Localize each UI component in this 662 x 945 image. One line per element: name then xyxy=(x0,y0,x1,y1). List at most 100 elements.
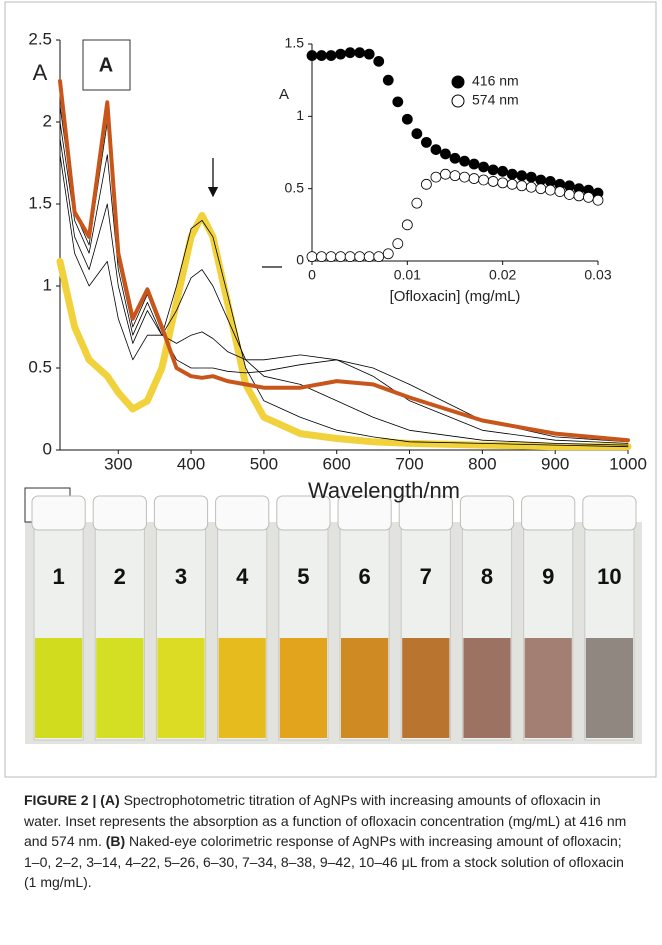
x-tick-label: 1000 xyxy=(609,454,647,473)
inset-background xyxy=(282,32,608,304)
point xyxy=(431,145,441,155)
point xyxy=(364,49,374,59)
vial-cap xyxy=(93,496,146,530)
vial-liquid xyxy=(525,638,572,738)
vial-liquid xyxy=(219,638,266,738)
vial-cap xyxy=(216,496,269,530)
point xyxy=(345,48,355,58)
y-axis-label: A xyxy=(279,86,289,103)
point xyxy=(355,48,365,58)
point xyxy=(450,153,460,163)
y-tick-label: 0 xyxy=(43,439,52,458)
legend-marker xyxy=(452,95,464,107)
vial-label: 7 xyxy=(420,564,432,589)
y-axis-label: A xyxy=(33,60,48,85)
y-tick-label: 2.5 xyxy=(28,29,52,48)
vial-liquid xyxy=(96,638,143,738)
x-tick-label: 300 xyxy=(104,454,132,473)
point xyxy=(564,189,574,199)
point xyxy=(488,165,498,175)
point xyxy=(355,252,365,262)
point xyxy=(555,187,565,197)
point xyxy=(412,198,422,208)
point xyxy=(507,179,517,189)
point xyxy=(526,182,536,192)
vial-liquid xyxy=(586,638,633,738)
vial-cap xyxy=(460,496,513,530)
point xyxy=(498,166,508,176)
point xyxy=(593,195,603,205)
point xyxy=(583,192,593,202)
point xyxy=(393,97,403,107)
y-tick-label: 0.5 xyxy=(28,357,52,376)
point xyxy=(336,49,346,59)
point xyxy=(507,169,517,179)
point xyxy=(412,129,422,139)
vial-label: 5 xyxy=(297,564,309,589)
y-tick-label: 1.5 xyxy=(28,193,52,212)
vial-cap xyxy=(32,496,85,530)
x-tick-label: 400 xyxy=(177,454,205,473)
legend-label: 574 nm xyxy=(472,92,519,108)
point xyxy=(469,174,479,184)
point xyxy=(364,252,374,262)
point xyxy=(374,252,384,262)
vial-label: 2 xyxy=(114,564,126,589)
vial-cap xyxy=(522,496,575,530)
x-tick-label: 800 xyxy=(468,454,496,473)
y-tick-label: 0 xyxy=(296,252,304,268)
point xyxy=(307,51,317,61)
point xyxy=(317,252,327,262)
vial-liquid xyxy=(35,638,82,738)
panel-label: A xyxy=(99,54,113,76)
x-tick-label: 0.01 xyxy=(394,267,421,283)
point xyxy=(479,162,489,172)
x-axis-label: Wavelength/nm xyxy=(308,478,460,503)
point xyxy=(460,172,470,182)
vial-liquid xyxy=(280,638,327,738)
point xyxy=(545,185,555,195)
point xyxy=(402,114,412,124)
point xyxy=(440,169,450,179)
point xyxy=(488,176,498,186)
vial-liquid xyxy=(341,638,388,738)
legend-label: 416 nm xyxy=(472,73,519,89)
point xyxy=(526,172,536,182)
point xyxy=(336,252,346,262)
point xyxy=(431,172,441,182)
vial-label: 6 xyxy=(358,564,370,589)
vial-label: 10 xyxy=(597,564,621,589)
point xyxy=(317,51,327,61)
y-tick-label: 2 xyxy=(43,111,52,130)
vial-liquid xyxy=(402,638,449,738)
point xyxy=(421,137,431,147)
point xyxy=(393,239,403,249)
point xyxy=(326,252,336,262)
vial-liquid xyxy=(157,638,204,738)
vial-liquid xyxy=(463,638,510,738)
point xyxy=(402,220,412,230)
point xyxy=(574,191,584,201)
legend-marker xyxy=(452,76,464,88)
y-tick-label: 1 xyxy=(296,107,304,123)
x-tick-label: 500 xyxy=(250,454,278,473)
point xyxy=(469,159,479,169)
point xyxy=(374,56,384,66)
point xyxy=(383,75,393,85)
point xyxy=(383,249,393,259)
x-tick-label: 0.03 xyxy=(584,267,611,283)
point xyxy=(421,179,431,189)
caption-text: (B) xyxy=(106,833,125,849)
x-tick-label: 600 xyxy=(323,454,351,473)
vial-label: 9 xyxy=(542,564,554,589)
vial-label: 4 xyxy=(236,564,249,589)
point xyxy=(517,171,527,181)
x-tick-label: 0.02 xyxy=(489,267,516,283)
y-tick-label: 1.5 xyxy=(285,35,305,51)
point xyxy=(479,175,489,185)
point xyxy=(450,171,460,181)
y-tick-label: 1 xyxy=(43,275,52,294)
point xyxy=(440,149,450,159)
